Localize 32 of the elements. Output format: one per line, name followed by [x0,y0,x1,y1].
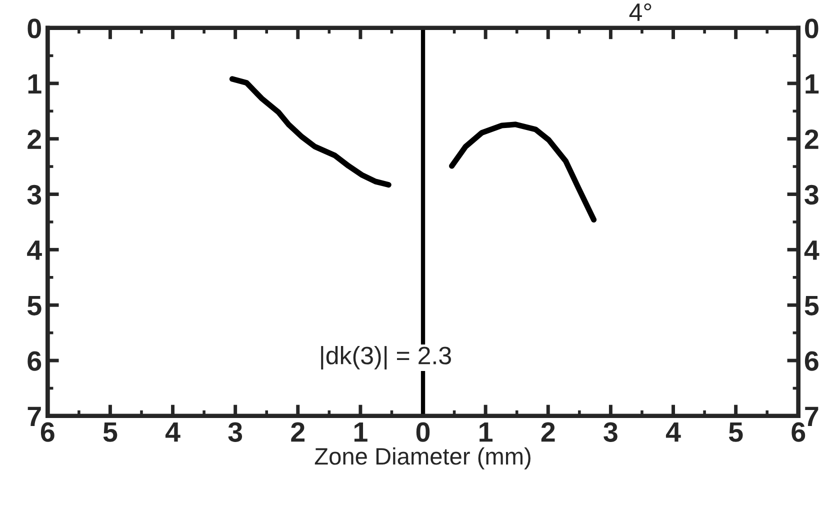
x-tick-label: 5 [728,422,743,442]
x-tick-label: 6 [792,422,806,442]
y2-tick-label: 0 [805,18,818,38]
y2-tick-label: 3 [804,184,818,205]
x-axis-title: Zone Diameter (mm) [314,447,530,470]
x-tick-label: 3 [228,422,242,442]
y-tick-label: 1 [28,74,42,94]
x-tick-label: 2 [291,422,305,442]
y2-tick-label: 7 [805,406,818,426]
y-tick-label: 6 [28,351,42,371]
y-tick-label: 2 [28,129,41,149]
x-tick-label: 0 [416,422,430,442]
x-tick-label: 1 [480,422,493,442]
x-tick-label: 4 [165,422,180,442]
annotation: |dk(3)| = 2.3 [321,346,451,370]
y2-tick-label: 1 [806,74,819,94]
x-tick-label: 2 [541,422,555,442]
y2-tick-label: 4 [804,240,820,260]
y-tick-label: 7 [28,406,41,426]
x-tick-label: 3 [604,422,618,442]
y-tick-label: 0 [28,18,41,38]
y-tick-label: 5 [28,296,42,316]
x-tick-label: 4 [666,422,681,442]
y-tick-label: 3 [27,184,42,205]
y-tick-label: 4 [27,240,42,260]
y2-tick-label: 2 [804,129,818,149]
text: 4° [629,3,652,21]
x-tick-label: 6 [40,422,54,442]
y2-tick-label: 6 [804,351,818,371]
x-tick-label: 1 [354,422,368,442]
y2-tick-label: 5 [804,296,819,316]
x-tick-label: 5 [103,422,118,442]
